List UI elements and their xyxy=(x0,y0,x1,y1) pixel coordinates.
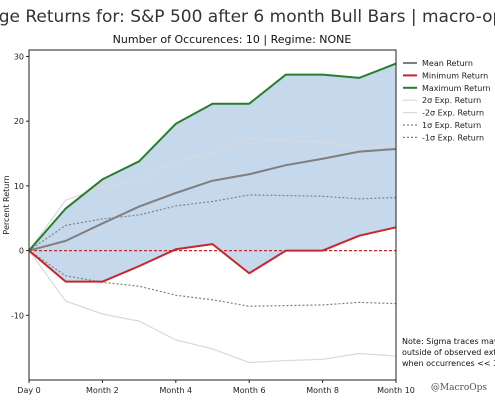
y-tick-label: 20 xyxy=(14,117,24,126)
series-line-neg-1sigma-exp-return xyxy=(28,250,397,307)
y-tick-label: 30 xyxy=(14,52,24,61)
note-line-1: Note: Sigma traces may deviate xyxy=(402,337,495,346)
chart-title: Average Returns for: S&P 500 after 6 mon… xyxy=(0,7,495,27)
note-line-2: outside of observed extrema xyxy=(402,348,495,357)
plot-frame xyxy=(28,49,397,381)
y-tick-label: 0 xyxy=(19,247,24,256)
x-tick-label: Month 4 xyxy=(159,386,192,395)
x-tick-label: Month 2 xyxy=(86,386,119,395)
y-axis-label: Percent Return xyxy=(2,175,11,234)
legend-label-neg-1sigma-exp-return: -1σ Exp. Return xyxy=(422,133,484,142)
macroops-watermark: @MacroOps xyxy=(431,383,487,393)
x-tick-label: Day 0 xyxy=(17,386,40,395)
x-tick-label: Month 10 xyxy=(377,386,415,395)
series-line-maximum-return xyxy=(28,62,397,252)
legend-label-2sigma-exp-return: 2σ Exp. Return xyxy=(422,96,481,105)
legend-label-1sigma-exp-return: 1σ Exp. Return xyxy=(422,121,481,130)
legend-label-mean-return: Mean Return xyxy=(422,59,473,68)
y-axis-ticks: -10 0 10 20 30 xyxy=(11,52,29,320)
y-tick-label: -10 xyxy=(11,311,24,320)
series-line-1sigma-exp-return xyxy=(28,194,397,252)
min-max-band xyxy=(29,63,396,282)
legend-label-neg-2sigma-exp-return: -2σ Exp. Return xyxy=(422,109,484,118)
series-line-mean-return xyxy=(28,148,397,252)
series-layer xyxy=(28,62,397,364)
legend-label-maximum-return: Maximum Return xyxy=(422,84,491,93)
plot-area xyxy=(28,49,397,381)
series-line-minimum-return xyxy=(28,226,397,283)
legend-label-minimum-return: Minimum Return xyxy=(422,71,488,80)
sigma-note: Note: Sigma traces may deviate outside o… xyxy=(402,337,495,368)
note-line-3: when occurrences << 30 xyxy=(402,359,495,368)
y-tick-label: 10 xyxy=(14,182,24,191)
legend: Mean Return Minimum Return Maximum Return 2… xyxy=(403,59,491,142)
series-line-2sigma-exp-return xyxy=(28,138,397,251)
x-axis-ticks: Day 0 Month 2 Month 4 Month 6 Month 8 Month 1… xyxy=(17,380,415,395)
x-tick-label: Month 8 xyxy=(306,386,339,395)
series-line-neg-2sigma-exp-return xyxy=(28,250,397,364)
chart-subtitle: Number of Occurences: 10 | Regime: NONE xyxy=(113,33,352,46)
x-tick-label: Month 6 xyxy=(233,386,266,395)
